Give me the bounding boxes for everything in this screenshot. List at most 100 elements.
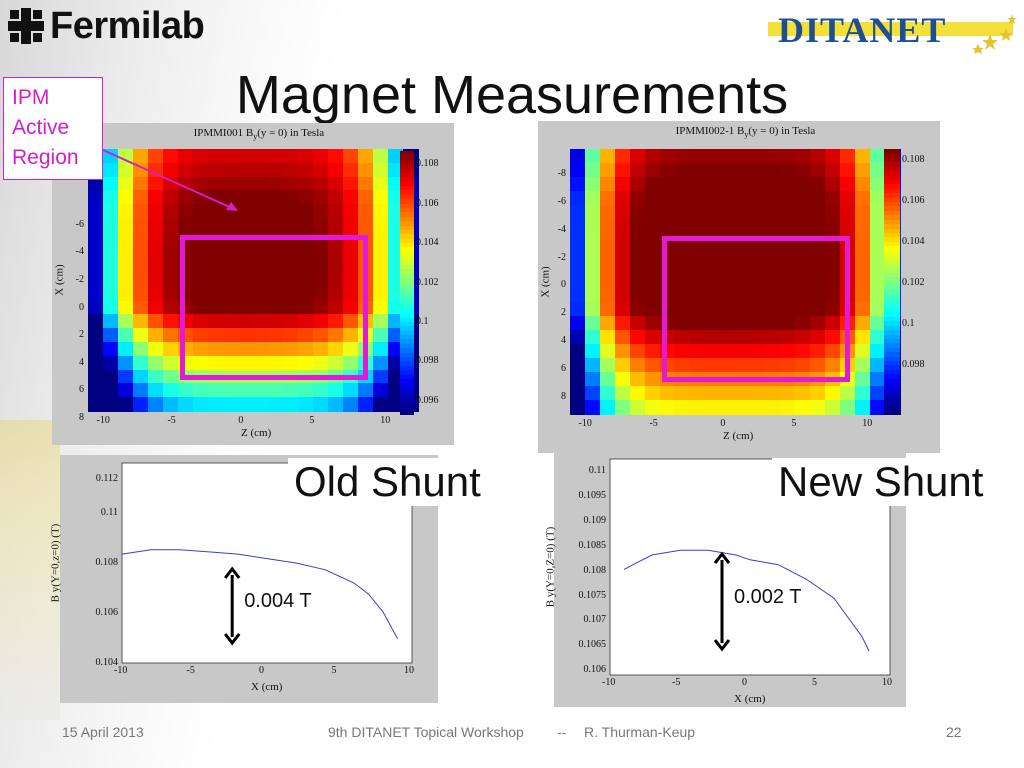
heatmap-cell (630, 288, 646, 304)
heatmap-cell (570, 288, 586, 304)
colorbar-segment (884, 272, 900, 278)
heatmap-cell (298, 342, 314, 357)
y-tick-label: 2 (561, 307, 566, 319)
heatmap-cell (103, 176, 119, 191)
heatmap-cell (810, 246, 826, 262)
heatmap-cell (388, 355, 404, 371)
heatmap-cell (388, 369, 404, 384)
heatmap-cell (238, 245, 254, 260)
heatmap-cell (825, 358, 841, 373)
heatmap-cell (283, 149, 299, 164)
heatmap-cell (645, 260, 661, 276)
heatmap-cell (705, 162, 721, 178)
heatmap-panel-new: 0.108 0.106 0.104 0.102 0.1 0.098 -8 -6 -4 -2 0 2 4 6… (538, 121, 940, 453)
heatmap-cell (103, 314, 119, 329)
heatmap-cell (343, 300, 359, 316)
heatmap-cell (795, 358, 811, 373)
heatmap-cell (645, 204, 661, 220)
heatmap-cell (298, 397, 314, 412)
heatmap-cell (88, 286, 104, 302)
heatmap-cell (750, 149, 766, 164)
heatmap-cell (118, 204, 134, 219)
heatmap-cell (223, 342, 239, 357)
heatmap-cell (765, 149, 781, 164)
heatmap-cell (600, 260, 616, 276)
heatmap-cell (810, 386, 826, 401)
y-tick-label: 6 (561, 362, 566, 374)
heatmap-cell (645, 218, 661, 234)
heatmap-cell (585, 232, 601, 248)
heatmap-cell (133, 176, 149, 191)
heatmap-cell (148, 314, 164, 329)
heatmap-cell (88, 259, 104, 274)
heatmap-cell (870, 302, 886, 317)
heatmap-cell (720, 274, 736, 290)
heatmap-cell (253, 342, 269, 357)
heatmap-cell (223, 314, 239, 329)
colorbar-segment (400, 243, 414, 249)
heatmap-cell (373, 314, 389, 329)
heatmap-cell (615, 302, 631, 317)
heatmap-cell (870, 344, 886, 359)
heatmap-cell (343, 162, 359, 178)
heatmap-cell (615, 330, 631, 345)
heatmap-cell (765, 316, 781, 331)
heatmap-cell (193, 217, 209, 233)
heatmap-cell (705, 274, 721, 290)
heatmap-cell (570, 190, 586, 206)
heatmap-cell (388, 314, 404, 329)
colorbar-segment (400, 225, 414, 231)
heatmap-cell (373, 149, 389, 164)
x-tick-label: -10 (96, 415, 110, 426)
heatmap-cell (750, 274, 766, 290)
heatmap-cell (253, 149, 269, 164)
heatmap-cell (163, 259, 179, 274)
heatmap-cell (855, 190, 871, 206)
heatmap-cell (298, 204, 314, 219)
heatmap-cell (600, 358, 616, 373)
heatmap-cell (253, 217, 269, 233)
heatmap-cell (750, 400, 766, 415)
heatmap-cell (645, 232, 661, 248)
heatmap-cell (133, 397, 149, 412)
heatmap-cell (840, 218, 856, 234)
heatmap-cell (328, 300, 344, 316)
heatmap-cell (780, 316, 796, 331)
lineplot-y-axis-label: B y(Y=0,z=0) (T) (49, 523, 62, 603)
fermilab-mark-icon (8, 8, 44, 44)
heatmap-cell (795, 246, 811, 262)
heatmap-cell (720, 386, 736, 401)
heatmap-cell (373, 231, 389, 247)
heatmap-cell (118, 286, 134, 302)
colorbar-segment (884, 206, 900, 212)
ipm-active-region-box (180, 235, 369, 380)
heatmap-cell (268, 204, 284, 219)
x-tick-label: 10 (404, 665, 414, 676)
heatmap-cell (373, 162, 389, 178)
heatmap-cell (810, 176, 826, 192)
y-tick-label: 4 (561, 335, 566, 347)
heatmap-cell (343, 273, 359, 288)
colorbar-tick-label: 0.108 (416, 158, 439, 170)
heatmap-cell (133, 286, 149, 302)
heatmap-cell (253, 204, 269, 219)
heatmap-cell (118, 355, 134, 371)
heatmap-cell (283, 259, 299, 274)
colorbar-segment (400, 335, 414, 341)
heatmap-cell (750, 176, 766, 192)
heatmap-title-rest: (y = 0) in Tesla (257, 127, 325, 139)
heatmap-cell (328, 328, 344, 343)
heatmap-cell (88, 300, 104, 316)
colorbar-segment (400, 357, 414, 362)
footer-page-number: 22 (946, 724, 962, 740)
heatmap-cell (88, 231, 104, 247)
heatmap-cell (570, 176, 586, 192)
colorbar-segment (884, 241, 900, 247)
heatmap-cell (675, 246, 691, 262)
colorbar-segment (400, 278, 414, 284)
heatmap-cell (675, 176, 691, 192)
delta-label: 0.002 T (734, 585, 802, 608)
heatmap-cell (600, 330, 616, 345)
y-tick-label: 0.106 (583, 664, 607, 676)
heatmap-cell (103, 397, 119, 412)
